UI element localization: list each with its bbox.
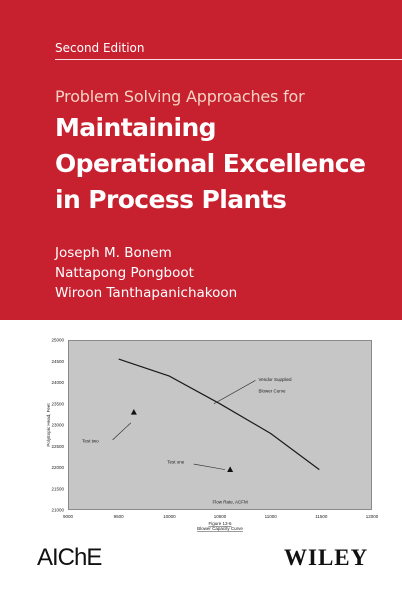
author-name: Nattapong Pongboot: [55, 265, 194, 281]
annotation-arrow: [112, 422, 132, 441]
book-title: Maintaining Operational Excellence in Pr…: [55, 110, 395, 218]
book-subtitle: Problem Solving Approaches for: [55, 87, 305, 106]
y-tick-label: 23000: [51, 423, 64, 428]
y-tick-label: 21000: [51, 508, 64, 513]
figure-caption-title: Blower Capacity Curve: [197, 526, 243, 531]
y-tick-label: 23500: [51, 401, 64, 406]
annotation-label: Test two: [82, 438, 99, 443]
y-tick-label: 22000: [51, 465, 64, 470]
annotation-arrow: [193, 463, 226, 470]
x-tick-label: 11500: [315, 514, 328, 519]
test-point-marker: [130, 409, 137, 415]
y-tick-label: 22500: [51, 444, 64, 449]
wiley-logo: WILEY: [284, 545, 369, 570]
edition-label: Second Edition: [55, 41, 145, 55]
x-tick-label: 10000: [163, 514, 176, 519]
x-tick-label: 9500: [114, 514, 125, 519]
title-line: Maintaining: [55, 113, 217, 142]
x-tick-label: 12000: [366, 514, 379, 519]
y-tick-label: 25000: [51, 338, 64, 343]
x-tick-label: 11000: [265, 514, 278, 519]
aiche-logo: AIChE: [37, 544, 102, 571]
y-tick-label: 24500: [51, 359, 64, 364]
x-tick-label: 9000: [63, 514, 74, 519]
x-axis-label: Flow Rate, ACFM: [213, 500, 249, 505]
annotation-label: Test one: [167, 459, 185, 464]
author-name: Wiroon Tanthapanichakoon: [55, 285, 238, 301]
x-tick-label: 10500: [214, 514, 227, 519]
y-tick-label: 21500: [51, 486, 64, 491]
test-point-marker: [227, 466, 234, 473]
annotation-label: Blower Curve: [259, 388, 287, 393]
y-tick-label: 24000: [51, 380, 64, 385]
figure-caption-number: Figure 13-6: [208, 521, 232, 526]
edition-divider: [55, 59, 402, 60]
chart-plot-area: [68, 340, 372, 510]
author-name: Joseph M. Bonem: [55, 245, 172, 261]
title-band: [0, 0, 402, 320]
author-list: Joseph M. Bonem Nattapong Pongboot Wiroo…: [55, 243, 237, 303]
title-line: Operational Excellence: [55, 149, 366, 178]
y-axis-label: Polytropic Head, Feet: [46, 403, 51, 447]
annotation-arrow: [213, 380, 256, 405]
title-line: in Process Plants: [55, 185, 287, 214]
blower-curve-line: [118, 358, 320, 471]
annotation-label: Vendor Supplied: [259, 377, 293, 382]
